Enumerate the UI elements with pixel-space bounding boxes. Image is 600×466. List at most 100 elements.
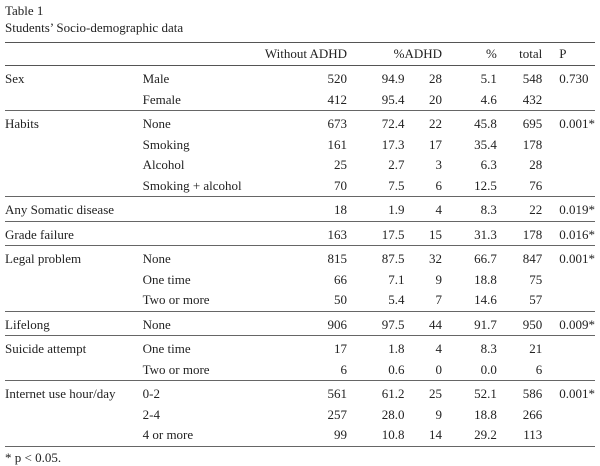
adhd-count: 6: [435, 177, 443, 193]
header-percent: %: [393, 46, 405, 61]
variable-cell: Habits: [5, 116, 39, 132]
without-adhd-percent: 28.0: [381, 406, 405, 422]
category-cell: One time: [142, 271, 191, 287]
p-value: [542, 360, 595, 381]
row-group: Lifelong None 906 97.5 44 91.7 950 0.009*: [5, 311, 595, 336]
adhd-percent: 18.8: [474, 406, 497, 422]
header-total: total: [519, 46, 543, 61]
category-cell: Male: [142, 71, 170, 87]
row-group: Sex Male 520 94.9 28 5.1 548 0.730 Female 412 95.4…: [5, 66, 595, 111]
header-row: Without ADHD % ADHD % total P: [5, 42, 595, 66]
adhd-percent: 14.6: [474, 292, 497, 308]
p-value: [542, 155, 595, 176]
adhd-count: 7: [435, 292, 443, 308]
variable-cell: Grade failure: [5, 226, 74, 242]
without-adhd-percent: 87.5: [381, 251, 405, 267]
category-cell: 2-4: [142, 406, 160, 422]
total-cell: 6: [535, 361, 543, 377]
without-adhd-count: 906: [327, 316, 348, 332]
total-cell: 695: [522, 116, 543, 132]
adhd-percent: 35.4: [474, 136, 497, 152]
header-percent: %: [485, 46, 497, 61]
adhd-percent: 5.1: [480, 71, 497, 87]
table-row: Two or more 6 0.6 0 0.0 6: [5, 360, 595, 381]
adhd-count: 0: [435, 361, 443, 377]
without-adhd-percent: 1.8: [388, 341, 405, 357]
adhd-percent: 12.5: [474, 177, 497, 193]
adhd-percent: 0.0: [480, 361, 497, 377]
table-row: Smoking 161 17.3 17 35.4 178: [5, 135, 595, 156]
table-row: Smoking + alcohol 70 7.5 6 12.5 76: [5, 176, 595, 197]
adhd-count: 20: [429, 91, 442, 107]
table-row: Lifelong None 906 97.5 44 91.7 950 0.009*: [5, 311, 595, 336]
header-p: P: [559, 46, 567, 61]
header-cell: [143, 43, 265, 66]
category-cell: Two or more: [142, 292, 210, 308]
table-row: Sex Male 520 94.9 28 5.1 548 0.730: [5, 66, 595, 90]
header-without-adhd: Without ADHD: [264, 46, 348, 61]
adhd-percent: 29.2: [474, 427, 497, 443]
category-cell: [143, 221, 265, 246]
p-value: [542, 425, 595, 446]
row-group: Grade failure 163 17.5 15 31.3 178 0.016*: [5, 221, 595, 246]
without-adhd-count: 815: [327, 251, 348, 267]
adhd-count: 25: [429, 386, 442, 402]
category-cell: None: [142, 251, 171, 267]
total-cell: 76: [529, 177, 543, 193]
total-cell: 847: [522, 251, 543, 267]
category-cell: Two or more: [142, 361, 210, 377]
without-adhd-percent: 10.8: [381, 427, 405, 443]
row-group: Internet use hour/day 0-2 561 61.2 25 52.1 586…: [5, 381, 595, 446]
variable-cell: [5, 155, 143, 176]
without-adhd-count: 412: [327, 91, 348, 107]
total-cell: 28: [529, 157, 543, 173]
adhd-percent: 6.3: [480, 157, 497, 173]
without-adhd-percent: 5.4: [388, 292, 405, 308]
adhd-count: 4: [435, 202, 443, 218]
footnote: * p < 0.05.: [5, 449, 62, 465]
variable-cell: [5, 360, 143, 381]
total-cell: 548: [522, 71, 543, 87]
variable-cell: [5, 425, 143, 446]
adhd-count: 15: [429, 226, 442, 242]
table-row: Grade failure 163 17.5 15 31.3 178 0.016*: [5, 221, 595, 246]
without-adhd-count: 99: [334, 427, 348, 443]
without-adhd-count: 561: [327, 386, 348, 402]
variable-cell: [5, 405, 143, 426]
category-cell: One time: [142, 341, 191, 357]
p-value: 0.016*: [559, 226, 595, 242]
total-cell: 432: [522, 91, 543, 107]
table-row: One time 66 7.1 9 18.8 75: [5, 270, 595, 291]
without-adhd-percent: 61.2: [381, 386, 405, 402]
total-cell: 57: [529, 292, 543, 308]
without-adhd-percent: 7.1: [388, 271, 405, 287]
without-adhd-count: 163: [327, 226, 348, 242]
without-adhd-percent: 0.6: [388, 361, 405, 377]
variable-cell: [5, 90, 143, 111]
adhd-count: 44: [429, 316, 442, 332]
without-adhd-count: 673: [327, 116, 348, 132]
variable-cell: Any Somatic disease: [5, 202, 115, 218]
without-adhd-percent: 7.5: [388, 177, 405, 193]
variable-cell: [5, 135, 143, 156]
variable-cell: Suicide attempt: [5, 341, 87, 357]
table-row: Legal problem None 815 87.5 32 66.7 847 0.001*: [5, 246, 595, 270]
variable-cell: [5, 270, 143, 291]
p-value: 0.001*: [559, 251, 595, 267]
adhd-percent: 4.6: [480, 91, 497, 107]
p-value: [542, 135, 595, 156]
without-adhd-count: 50: [334, 292, 348, 308]
p-value: [542, 270, 595, 291]
table-title: Students’ Socio-demographic data: [5, 20, 184, 35]
without-adhd-count: 66: [334, 271, 348, 287]
data-table: Without ADHD % ADHD % total P Sex Male 520…: [5, 42, 595, 447]
without-adhd-percent: 17.3: [381, 136, 405, 152]
adhd-percent: 45.8: [474, 116, 497, 132]
without-adhd-percent: 1.9: [388, 202, 405, 218]
total-cell: 266: [522, 406, 543, 422]
row-group: Any Somatic disease 18 1.9 4 8.3 22 0.019*: [5, 197, 595, 221]
category-cell: Female: [142, 91, 181, 107]
adhd-count: 9: [435, 406, 443, 422]
p-value: 0.001*: [559, 116, 595, 132]
category-cell: None: [142, 316, 171, 332]
